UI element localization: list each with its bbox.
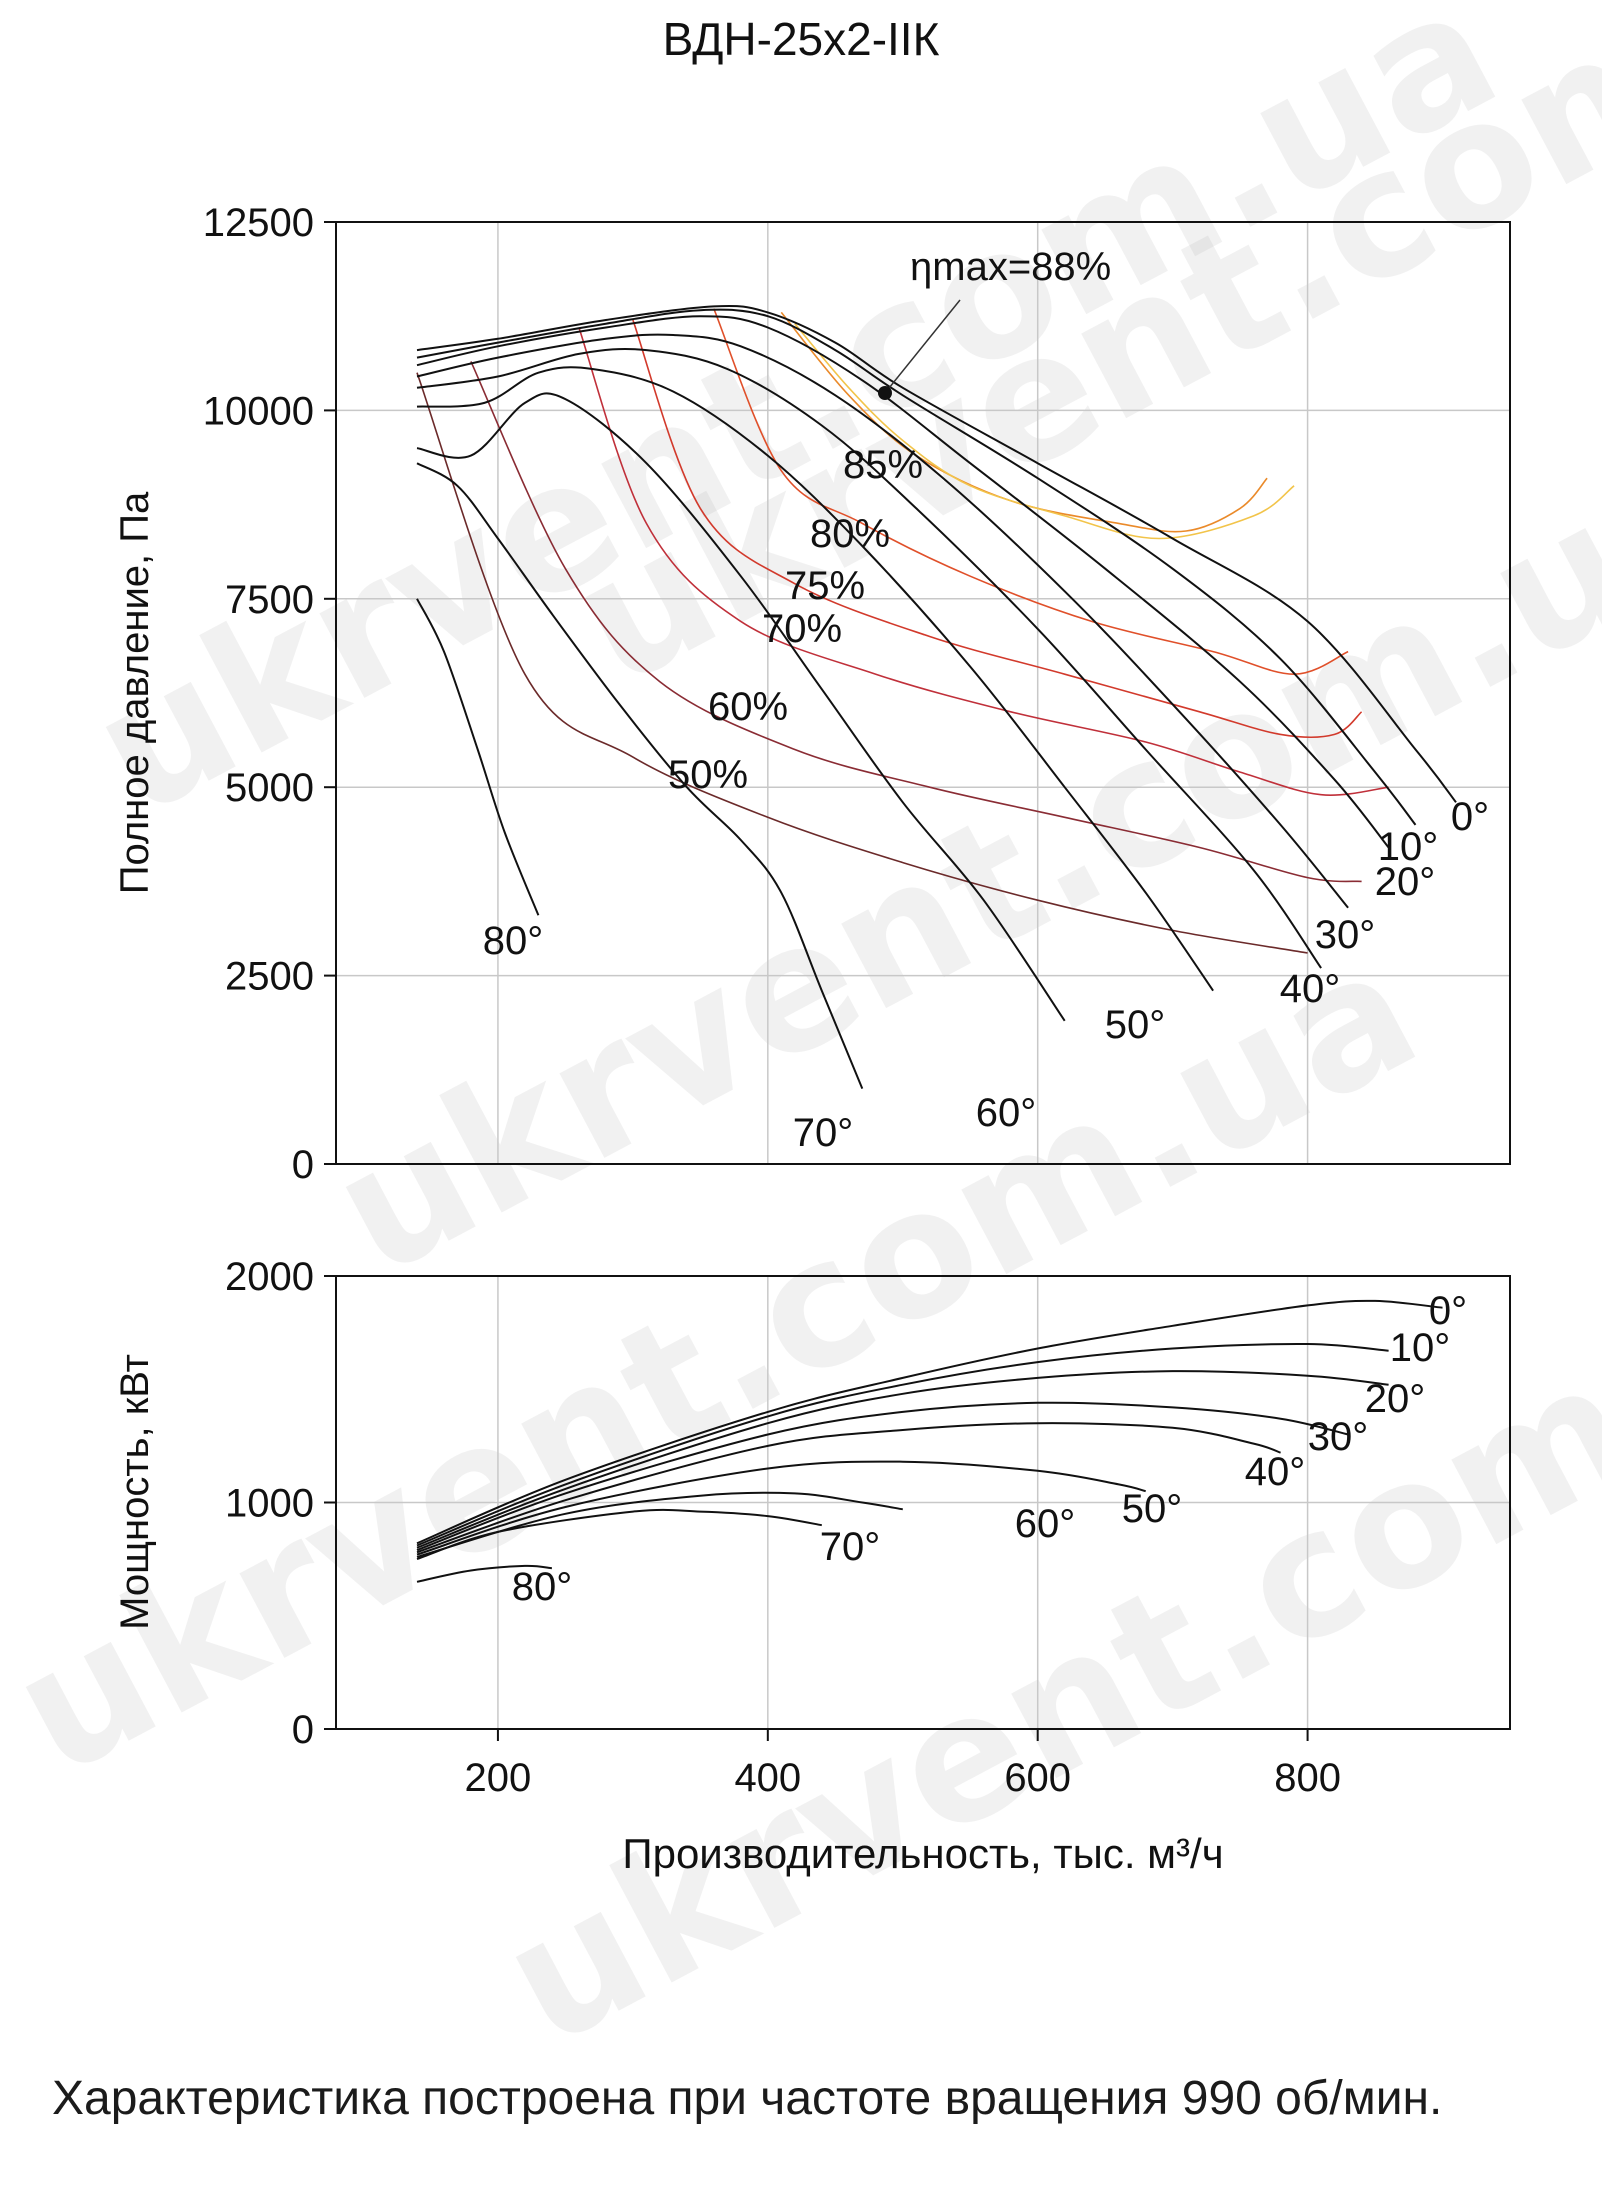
pressure-curve-label-20deg: 20°	[1375, 860, 1436, 904]
pressure-curve-label-50deg: 50°	[1105, 1003, 1166, 1047]
chart-title: ВДН-25х2-IIК	[663, 13, 940, 65]
efficiency-curve-75pct	[633, 320, 1362, 737]
eta-max-label: ηmax=88%	[910, 245, 1111, 289]
power-curve-label-80deg: 80°	[512, 1565, 573, 1609]
x-axis-ticks: 200 400 600 800	[465, 1729, 1341, 1800]
efficiency-curve-60pct	[471, 361, 1362, 881]
pressure-grid	[336, 222, 1510, 1164]
efficiency-label-85pct: 85%	[843, 443, 923, 487]
pressure-plot-frame	[336, 222, 1510, 1164]
efficiency-label-70pct: 70%	[762, 607, 842, 651]
y-tick-label: 5000	[225, 766, 314, 810]
power-curve-label-40deg: 40°	[1245, 1450, 1306, 1494]
pressure-curve-label-40deg: 40°	[1280, 967, 1341, 1011]
efficiency-curve-70pct	[579, 328, 1389, 796]
efficiency-curve-85pct	[781, 312, 1267, 531]
x-tick-label: 400	[734, 1756, 801, 1800]
power-curve-label-60deg: 60°	[1015, 1502, 1076, 1546]
power-y-ticks: 2000 1000 0	[225, 1255, 336, 1752]
power-curve-label-10deg: 10°	[1390, 1326, 1451, 1370]
power-curve-label-20deg: 20°	[1365, 1377, 1426, 1421]
y-tick-label: 0	[292, 1143, 314, 1187]
pressure-curve-80deg	[417, 599, 538, 916]
pressure-curve-label-70deg: 70°	[793, 1111, 854, 1155]
power-curve-30deg	[417, 1403, 1348, 1550]
eta-max-leader-line	[885, 300, 960, 393]
pressure-curve-label-0deg: 0°	[1451, 795, 1489, 839]
y-tick-label: 2000	[225, 1255, 314, 1299]
power-plot: 0°10°20°30°40°50°60°70°80°	[417, 1289, 1467, 1609]
power-curve-label-50deg: 50°	[1122, 1487, 1183, 1531]
y-tick-label: 7500	[225, 578, 314, 622]
efficiency-label-75pct: 75%	[785, 564, 865, 608]
power-curve-label-30deg: 30°	[1308, 1415, 1369, 1459]
efficiency-label-60pct: 60%	[708, 685, 788, 729]
power-y-axis-label: Мощность, кВт	[113, 1354, 157, 1630]
fan-performance-chart: ВДН-25х2-IIК 50%60%70%75%80%85%0°10°20°3…	[0, 0, 1602, 2040]
pressure-curve-70deg	[417, 463, 862, 1088]
power-curve-label-70deg: 70°	[820, 1525, 881, 1569]
x-tick-label: 600	[1004, 1756, 1071, 1800]
efficiency-label-50pct: 50%	[668, 753, 748, 797]
power-grid	[336, 1276, 1510, 1729]
pressure-curve-label-80deg: 80°	[483, 919, 544, 963]
pressure-y-axis-label: Полное давление, Па	[113, 491, 157, 894]
pressure-curve-40deg	[417, 349, 1321, 968]
x-axis-label: Производительность, тыс. м³/ч	[622, 1830, 1223, 1877]
rotation-speed-note: Характеристика построена при частоте вра…	[52, 2072, 1552, 2126]
pressure-curve-10deg	[417, 310, 1416, 825]
pressure-curve-label-60deg: 60°	[976, 1091, 1037, 1135]
eta-max-point	[878, 386, 892, 400]
pressure-curve-label-30deg: 30°	[1315, 913, 1376, 957]
x-tick-label: 800	[1274, 1756, 1341, 1800]
power-curve-0deg	[417, 1301, 1443, 1543]
y-tick-label: 1000	[225, 1482, 314, 1526]
pressure-plot: 50%60%70%75%80%85%0°10°20°30°40°50°60°70…	[417, 306, 1489, 1155]
efficiency-curve-88pct	[795, 324, 1294, 539]
x-tick-label: 200	[465, 1756, 532, 1800]
y-tick-label: 10000	[203, 389, 314, 433]
y-tick-label: 0	[292, 1708, 314, 1752]
y-tick-label: 12500	[203, 201, 314, 245]
pressure-y-ticks: 12500 10000 7500 5000 2500 0	[203, 201, 336, 1187]
y-tick-label: 2500	[225, 955, 314, 999]
